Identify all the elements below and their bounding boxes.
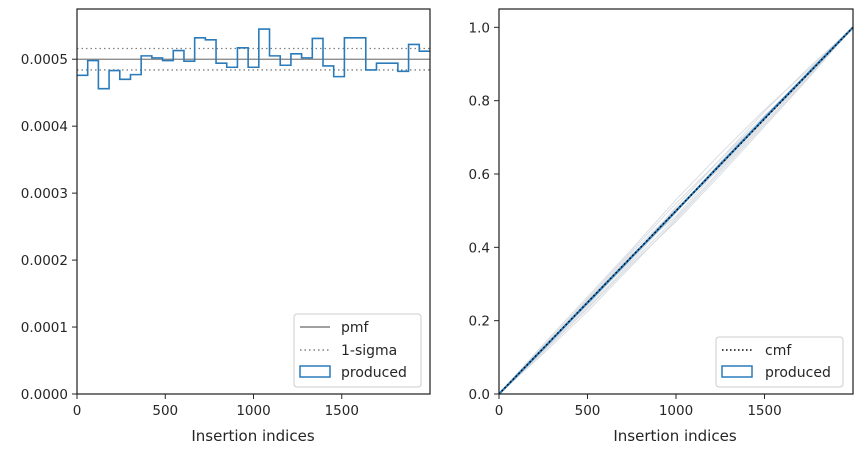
right-legend-box bbox=[715, 336, 844, 388]
left-plot-content: 0 500 1000 1500 0.0000 0.0001 0.0002 0.0003 0.00… bbox=[21, 8, 431, 419]
left-x-axis-label: Insertion indices bbox=[191, 427, 314, 445]
left-x-tick-label: 1000 bbox=[236, 403, 270, 419]
background-cmf-line bbox=[498, 27, 854, 395]
legend-produced-label-right: produced bbox=[765, 365, 831, 381]
right-plot-content: 0 500 1000 1500 0.0 0.2 0.4 0.6 0.8 1.0 bbox=[469, 8, 854, 419]
produced-histogram-step bbox=[77, 28, 430, 90]
background-cmf-line bbox=[498, 26, 854, 395]
right-x-axis-label: Insertion indices bbox=[613, 427, 736, 445]
right-axes-frame bbox=[498, 8, 854, 395]
right-x-tick-label: 1500 bbox=[747, 403, 781, 419]
right-y-tick-label: 1.0 bbox=[469, 20, 490, 36]
legend-1-sigma-label: 1-sigma bbox=[341, 343, 397, 359]
right-y-tick-label: 0.4 bbox=[469, 240, 490, 256]
cmf-line bbox=[498, 26, 854, 395]
legend-produced-swatch bbox=[299, 365, 331, 378]
right-y-tick-label: 0.2 bbox=[469, 314, 490, 330]
pmf-histogram-panel: 0 500 1000 1500 0.0000 0.0001 0.0002 0.0003 0.00… bbox=[21, 8, 431, 445]
right-y-tick-label: 0.6 bbox=[469, 167, 490, 183]
legend-produced-swatch-right bbox=[721, 365, 753, 378]
legend-cmf-label: cmf bbox=[765, 343, 792, 359]
right-x-tick-label: 500 bbox=[575, 403, 601, 419]
left-axes-frame bbox=[76, 8, 431, 395]
right-x-tick-label: 1000 bbox=[659, 403, 693, 419]
left-y-tick-label: 0.0001 bbox=[21, 320, 68, 336]
legend-pmf-label: pmf bbox=[341, 320, 370, 336]
left-legend-box bbox=[293, 313, 422, 388]
left-y-tick-label: 0.0000 bbox=[21, 387, 68, 403]
legend-produced-label: produced bbox=[341, 365, 407, 381]
left-y-tick-label: 0.0004 bbox=[21, 119, 68, 135]
left-legend: pmf 1-sigma produced bbox=[293, 313, 422, 388]
right-x-tick-label: 0 bbox=[495, 403, 504, 419]
left-x-tick-label: 1500 bbox=[325, 403, 359, 419]
cmf-line-panel: 0 500 1000 1500 0.0 0.2 0.4 0.6 0.8 1.0 cmf produ… bbox=[469, 8, 854, 445]
right-y-tick-label: 0.0 bbox=[469, 387, 490, 403]
left-y-tick-label: 0.0002 bbox=[21, 253, 68, 269]
background-cmf-line bbox=[498, 27, 854, 395]
right-legend: cmf produced bbox=[715, 336, 844, 388]
right-y-tick-label: 0.8 bbox=[469, 94, 490, 110]
left-y-tick-label: 0.0005 bbox=[21, 52, 68, 68]
left-x-tick-label: 500 bbox=[152, 403, 178, 419]
left-x-tick-label: 0 bbox=[73, 403, 82, 419]
left-y-tick-label: 0.0003 bbox=[21, 186, 68, 202]
